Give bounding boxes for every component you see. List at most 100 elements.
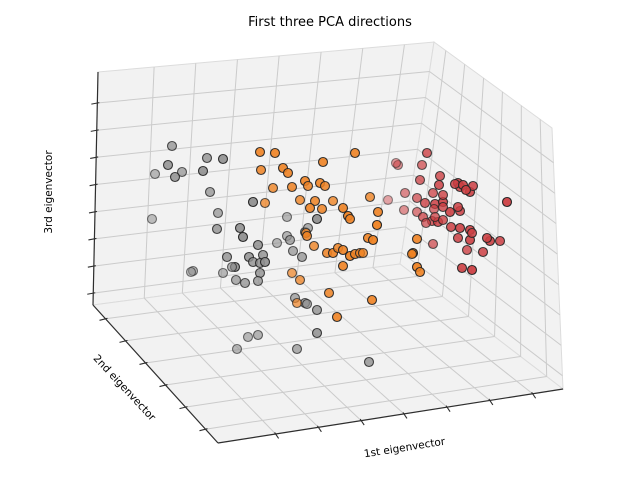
z-axis-tick <box>90 156 99 159</box>
scatter-point <box>230 274 242 286</box>
scatter-point <box>456 262 468 274</box>
scatter-point <box>311 327 323 339</box>
scatter-point <box>363 356 375 368</box>
scatter-point <box>337 202 349 214</box>
z-grid-right <box>429 71 554 164</box>
scatter-point <box>466 227 478 239</box>
scatter-point <box>149 168 161 180</box>
x-grid-left <box>181 63 197 294</box>
scatter-point <box>427 187 439 199</box>
scatter-point <box>294 194 306 206</box>
x-axis-tick <box>316 425 322 433</box>
scatter-point <box>337 244 349 256</box>
scatter-point <box>421 147 433 159</box>
scatter-point <box>255 164 267 176</box>
scatter-point <box>419 197 431 209</box>
scatter-point <box>281 211 293 223</box>
scatter-point <box>185 266 197 278</box>
scatter-point <box>286 267 298 279</box>
x-grid-floor <box>220 287 362 421</box>
y-grid-floor <box>185 356 521 408</box>
scatter-point <box>242 331 254 343</box>
x-axis-tick <box>274 432 280 439</box>
scatter-point <box>284 234 296 246</box>
z-axis-tick <box>91 102 100 105</box>
scatter-point <box>294 274 306 286</box>
scatter-point <box>308 240 320 252</box>
scatter-point <box>398 204 410 216</box>
scatter-point <box>433 179 445 191</box>
scatter-point <box>411 192 423 204</box>
scatter-point <box>211 223 223 235</box>
scatter-point <box>247 196 259 208</box>
scatter-point <box>309 195 321 207</box>
scatter-point <box>239 277 251 289</box>
scatter-point <box>291 343 303 355</box>
scatter-point <box>437 214 449 226</box>
x-grid-floor <box>334 272 491 401</box>
y-grid-right <box>467 78 485 317</box>
y-grid-floor <box>125 296 443 342</box>
scatter-point <box>460 184 472 196</box>
scatter-point <box>317 156 329 168</box>
z-axis-tick <box>89 183 98 187</box>
y-axis-tick <box>179 406 188 410</box>
scatter-points <box>146 140 513 368</box>
scatter-point <box>162 159 174 171</box>
scatter-point <box>302 180 314 192</box>
scatter-point <box>414 174 426 186</box>
scatter-point <box>311 304 323 316</box>
scatter-point <box>420 217 432 229</box>
scatter-point <box>226 261 238 273</box>
scatter-point <box>454 222 466 234</box>
scatter-point <box>434 170 446 182</box>
scatter-point <box>311 213 323 225</box>
scatter-point <box>349 147 361 159</box>
scatter-point <box>234 222 246 234</box>
scatter-point <box>301 298 313 310</box>
x-grid-floor <box>372 267 533 395</box>
scatter-point <box>259 197 271 209</box>
z-axis-label: 3rd eigenvector <box>43 150 55 234</box>
scatter-point <box>372 206 384 218</box>
scatter-point <box>452 232 464 244</box>
x-grid-floor <box>296 277 448 408</box>
x-axis-tick <box>488 398 494 406</box>
scatter-point <box>367 234 379 246</box>
scatter-point <box>217 153 229 165</box>
y-axis-tick <box>139 361 148 365</box>
z-axis-tick <box>88 237 97 241</box>
scatter-point <box>357 247 369 259</box>
scatter-point <box>382 194 394 206</box>
y-axis-tick <box>199 428 208 432</box>
scatter-point <box>237 231 249 243</box>
scatter-point <box>252 275 264 287</box>
z-grid-right <box>425 97 556 194</box>
x-axis-label: 1st eigenvector <box>363 436 447 461</box>
scatter-point <box>254 146 266 158</box>
z-grid-right <box>417 148 558 255</box>
scatter-point <box>481 232 493 244</box>
scatter-point <box>416 159 428 171</box>
scatter-point <box>316 203 328 215</box>
chart-title: First three PCA directions <box>248 15 412 30</box>
x-grid-left <box>334 48 364 273</box>
x-axis-tick <box>531 391 537 399</box>
scatter-point <box>477 246 489 258</box>
plot-panes <box>91 41 565 444</box>
scatter-point <box>212 207 224 219</box>
y-grid-floor <box>165 336 495 386</box>
z-axis-tick <box>87 292 96 295</box>
scatter-point <box>327 195 339 207</box>
scatter-point <box>364 191 376 203</box>
series-class-1-orange <box>254 146 426 323</box>
scatter-point <box>390 157 402 169</box>
scatter-point <box>296 251 308 263</box>
y-grid-floor <box>205 376 547 430</box>
scatter-point <box>501 196 513 208</box>
x-axis-tick <box>359 418 365 426</box>
scatter-point <box>166 140 178 152</box>
scatter-point <box>282 167 294 179</box>
axis-lines-and-ticks <box>87 71 564 444</box>
scatter-point <box>466 264 478 276</box>
